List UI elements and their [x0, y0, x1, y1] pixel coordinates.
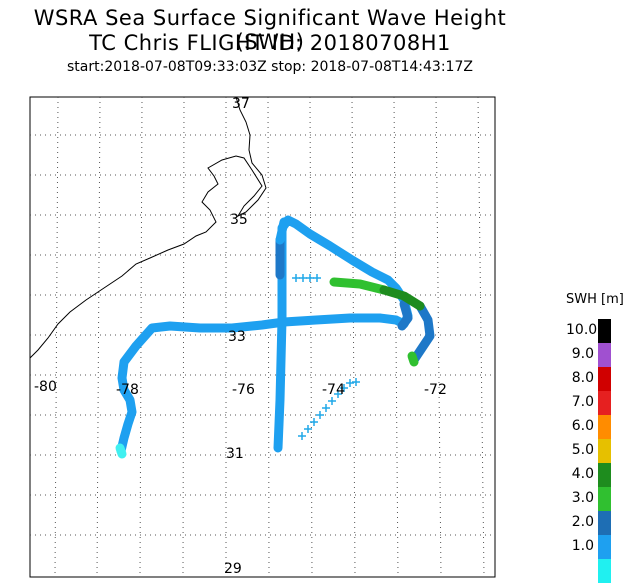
- lon-label: -78: [116, 382, 139, 398]
- legend-swatch: [598, 535, 611, 559]
- legend-swatch: [598, 319, 611, 343]
- legend-swatch: [598, 463, 611, 487]
- legend-swatch: [598, 487, 611, 511]
- legend-label: 3.0: [571, 490, 594, 506]
- map-title: WSRA Sea Surface Significant Wave Height…: [33, 6, 507, 54]
- map-frame: [29, 96, 496, 578]
- legend-swatch: [598, 367, 611, 391]
- legend-label: 6.0: [571, 418, 594, 434]
- lat-label: 31: [226, 446, 244, 462]
- lat-label: 35: [230, 212, 248, 228]
- lat-label: 33: [228, 329, 246, 345]
- legend-swatch: [598, 439, 611, 463]
- legend-label: 2.0: [571, 514, 594, 530]
- legend-label: 7.0: [571, 394, 594, 410]
- lat-label: 29: [224, 561, 242, 577]
- lon-label: -72: [424, 382, 447, 398]
- legend-label: 5.0: [571, 442, 594, 458]
- lat-label: 37: [232, 96, 250, 112]
- flight-track: [115, 215, 435, 459]
- dropsonde-markers: [292, 274, 360, 440]
- legend-label: 1.0: [571, 538, 594, 554]
- lon-label: -74: [322, 382, 345, 398]
- lon-label: -80: [34, 379, 57, 395]
- legend-label: 8.0: [571, 370, 594, 386]
- legend-swatch: [598, 391, 611, 415]
- legend-swatch: [598, 559, 611, 583]
- flight-id: TC Chris FLIGHT ID: 20180708H1: [89, 31, 451, 55]
- legend-swatch: [598, 415, 611, 439]
- legend-label: 10.0: [566, 322, 598, 338]
- time-range: start:2018-07-08T09:33:03Z stop: 2018-07…: [67, 59, 473, 75]
- legend-label: 4.0: [571, 466, 594, 482]
- legend-swatch: [598, 343, 611, 367]
- lon-label: -76: [232, 382, 255, 398]
- legend-label: 9.0: [571, 346, 594, 362]
- legend-title: SWH [m]: [566, 292, 624, 307]
- legend-swatch: [598, 511, 611, 535]
- graticule: [30, 96, 495, 578]
- coastline: [29, 96, 267, 359]
